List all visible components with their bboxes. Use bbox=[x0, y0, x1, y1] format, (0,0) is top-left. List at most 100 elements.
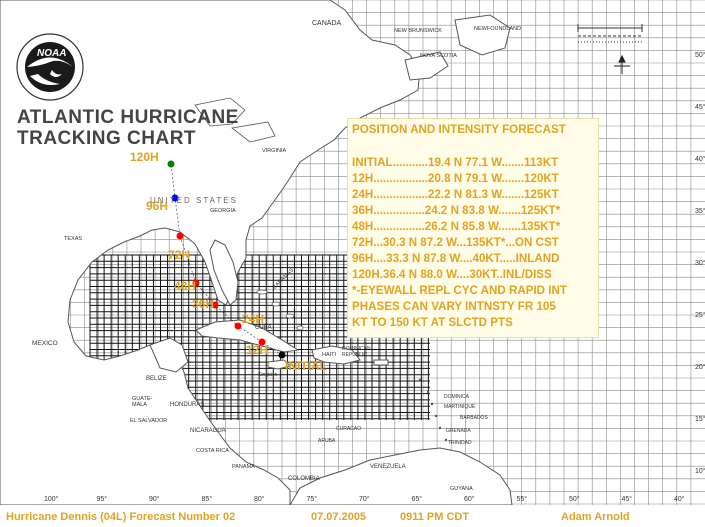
noaa-logo bbox=[16, 33, 84, 101]
label-united-states: UNITED STATES bbox=[150, 196, 238, 205]
label-new-brunswick: NEW BRUNSWICK bbox=[394, 28, 442, 34]
label-haiti: HAITI bbox=[322, 352, 337, 358]
label-trinidad: TRINIDAD bbox=[448, 440, 472, 446]
forecast-note: KT TO 150 KT AT SLCTD PTS bbox=[352, 316, 513, 329]
label-colombia: COLOMBIA bbox=[288, 476, 320, 482]
label-aruba: ARUBA bbox=[318, 438, 336, 444]
forecast-line: 48H................26.2 N 85.8 W.......1… bbox=[352, 220, 561, 233]
label-36h: 36H bbox=[192, 297, 215, 311]
longitude-label: 65° bbox=[411, 496, 423, 503]
coastlines bbox=[0, 0, 513, 506]
forecast-point-initial bbox=[278, 351, 286, 359]
map-scale-bar bbox=[577, 24, 643, 43]
label-48h: 48H bbox=[174, 279, 197, 293]
label-initial: INITIAL bbox=[285, 359, 327, 373]
label-kingston: Kingston bbox=[258, 372, 278, 378]
forecast-point-12h bbox=[258, 338, 266, 346]
label-grenada: GRENADA bbox=[446, 428, 471, 434]
footer-storm: Hurricane Dennis (04L) Forecast Number 0… bbox=[6, 511, 236, 523]
puerto-rico-coast bbox=[373, 359, 389, 366]
forecast-line: 96H....33.3 N 87.8 W....40KT.....INLAND bbox=[352, 252, 560, 265]
label-virginia: VIRGINIA bbox=[262, 148, 287, 154]
label-newfoundland: NEWFOUNDLAND bbox=[474, 26, 522, 32]
label-texas: TEXAS bbox=[64, 236, 83, 242]
forecast-point-72h bbox=[176, 232, 184, 240]
label-12h: 12H bbox=[246, 343, 269, 357]
footer-author: Adam Arnold bbox=[561, 511, 630, 523]
great-lakes bbox=[194, 97, 276, 143]
bahamas-islands bbox=[256, 289, 304, 331]
latitude-label: 50° bbox=[695, 52, 705, 59]
latitude-label: 15° bbox=[695, 416, 705, 423]
footer: Hurricane Dennis (04L) Forecast Number 0… bbox=[0, 505, 705, 527]
latitude-label: 40° bbox=[695, 156, 705, 163]
label-panama: PANAMA bbox=[232, 464, 255, 470]
longitude-label: 55° bbox=[516, 496, 528, 503]
north-arrow-icon bbox=[614, 54, 630, 74]
forecast-line: 120H.36.4 N 88.0 W....30KT..INL/DISS bbox=[352, 268, 552, 281]
label-venezuela: VENEZUELA bbox=[370, 464, 406, 470]
longitude-label: 50° bbox=[569, 496, 580, 503]
label-dominican-republic: DOMINICAN REPUBLIC bbox=[342, 346, 371, 358]
longitude-label: 40° bbox=[674, 496, 685, 503]
yucatan-coast bbox=[149, 337, 189, 373]
forecast-line: 72H...30.3 N 87.2 W...135KT*...ON CST bbox=[352, 236, 559, 249]
latitude-label: 45° bbox=[695, 104, 705, 111]
forecast-line: 24H.................22.2 N 81.3 W.......… bbox=[352, 188, 559, 201]
forecast-note: PHASES CAN VARY INTNSTY FR 105 bbox=[352, 300, 556, 313]
label-martinique: MARTINIQUE bbox=[444, 404, 476, 410]
forecast-track bbox=[170, 163, 283, 356]
label-honduras: HONDURAS bbox=[170, 402, 205, 408]
latitude-label: 20° bbox=[695, 364, 705, 371]
label-barbados: BARBADOS bbox=[460, 415, 488, 421]
forecast-line: 36H................24.2 N 83.8 W.......1… bbox=[352, 204, 561, 217]
label-belize: BELIZE bbox=[146, 376, 167, 382]
longitude-label: 95° bbox=[96, 496, 108, 503]
label-96h: 96H bbox=[146, 199, 169, 213]
forecast-point-96h bbox=[171, 194, 179, 202]
chart-title-line-1: ATLANTIC HURRICANE bbox=[17, 107, 239, 128]
label-24h: 24H bbox=[242, 312, 265, 326]
florida-coast bbox=[209, 239, 239, 306]
label-dominica: DOMINICA bbox=[444, 394, 469, 400]
lesser-antilles bbox=[418, 378, 448, 442]
label-72h: 72H bbox=[168, 248, 191, 262]
forecast-line: 12H.................20.8 N 79.1 W.......… bbox=[352, 172, 559, 185]
forecast-point-48h bbox=[192, 279, 200, 287]
label-el-salvador: EL SALVADOR bbox=[130, 418, 168, 424]
latitude-label: 30° bbox=[695, 260, 705, 267]
south-america-coast bbox=[289, 447, 513, 506]
forecast-point-24h bbox=[234, 322, 242, 330]
longitude-label: 85° bbox=[201, 496, 213, 503]
label-guyana: GUYANA bbox=[450, 486, 473, 492]
longitude-label: 90° bbox=[149, 496, 160, 503]
label-nicaragua: NICARAGUA bbox=[190, 428, 226, 434]
latitude-label: 35° bbox=[695, 208, 705, 215]
newfoundland-coast bbox=[454, 14, 511, 56]
label-cuba: CUBA bbox=[255, 325, 272, 331]
hispaniola-coast bbox=[311, 345, 361, 365]
jamaica-coast bbox=[267, 359, 291, 370]
label-guatemala: GUATE-MALA bbox=[132, 396, 153, 408]
forecast-point-120h bbox=[167, 160, 175, 168]
longitude-label: 75° bbox=[306, 496, 318, 503]
nova-scotia-coast bbox=[404, 51, 449, 81]
forecast-heading: POSITION AND INTENSITY FORECAST bbox=[352, 123, 566, 136]
label-nova-scotia: NOVA SCOTIA bbox=[420, 53, 457, 59]
forecast-note: *-EYEWALL REPL CYC AND RAPID INT bbox=[352, 284, 567, 297]
footer-date: 07.07.2005 bbox=[311, 511, 367, 523]
label-mexico: MEXICO bbox=[32, 340, 58, 347]
forecast-line: INITIAL...........19.4 N 77.1 W.......11… bbox=[352, 156, 559, 169]
longitude-label: 100° bbox=[44, 496, 59, 503]
latitude-label: 25° bbox=[695, 312, 705, 319]
forecast-point-36h bbox=[211, 301, 219, 309]
chart-title-line-2: TRACKING CHART bbox=[17, 128, 197, 149]
forecast-markers bbox=[167, 160, 286, 359]
label-120h: 120H bbox=[130, 150, 159, 164]
latitude-label: 10° bbox=[695, 468, 705, 475]
label-canada: CANADA bbox=[312, 20, 342, 27]
label-costa-rica: COSTA RICA bbox=[196, 448, 229, 454]
noaa-logo-text: NOAA bbox=[37, 48, 67, 59]
